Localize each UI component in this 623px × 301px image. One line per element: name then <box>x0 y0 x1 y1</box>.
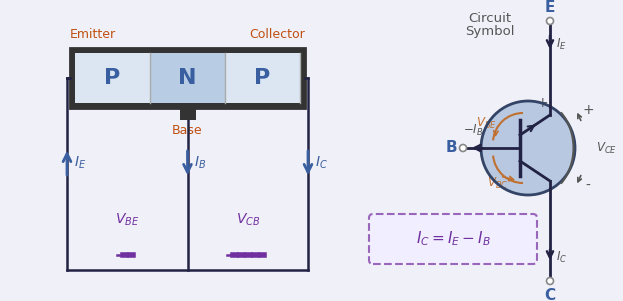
Text: $V_{BE}$: $V_{BE}$ <box>115 212 140 228</box>
Bar <box>150 53 225 103</box>
Text: N: N <box>178 68 197 88</box>
Text: $I_C = I_E - I_B$: $I_C = I_E - I_B$ <box>416 230 490 248</box>
Text: Circuit: Circuit <box>468 11 511 24</box>
Text: $V_{BE}$: $V_{BE}$ <box>475 116 497 131</box>
Text: P: P <box>105 68 121 88</box>
Bar <box>70 48 305 108</box>
Text: Collector: Collector <box>249 29 305 42</box>
Bar <box>75 53 150 103</box>
Text: Symbol: Symbol <box>465 26 515 39</box>
Text: -: - <box>586 179 591 193</box>
Text: $I_E$: $I_E$ <box>556 36 567 51</box>
Text: $V_{BC}$: $V_{BC}$ <box>487 175 509 191</box>
Bar <box>179 108 196 120</box>
Text: +: + <box>582 103 594 117</box>
Text: $I_E$: $I_E$ <box>74 155 86 171</box>
Text: $- I_B$: $- I_B$ <box>463 123 483 138</box>
Text: $I_C$: $I_C$ <box>556 250 567 265</box>
Text: $I_B$: $I_B$ <box>194 155 207 171</box>
Text: B: B <box>445 141 457 156</box>
FancyBboxPatch shape <box>369 214 537 264</box>
Text: E: E <box>545 1 555 15</box>
Text: $I_C$: $I_C$ <box>315 155 328 171</box>
Text: C: C <box>545 287 556 301</box>
Bar <box>225 53 300 103</box>
Circle shape <box>546 278 553 284</box>
Text: +: + <box>536 96 548 110</box>
Text: $V_{CE}$: $V_{CE}$ <box>596 141 617 156</box>
Text: Base: Base <box>172 125 203 138</box>
Text: $V_{CB}$: $V_{CB}$ <box>235 212 260 228</box>
Circle shape <box>481 101 575 195</box>
Text: P: P <box>254 68 270 88</box>
Circle shape <box>460 144 467 151</box>
Text: Emitter: Emitter <box>70 29 116 42</box>
Circle shape <box>546 17 553 24</box>
